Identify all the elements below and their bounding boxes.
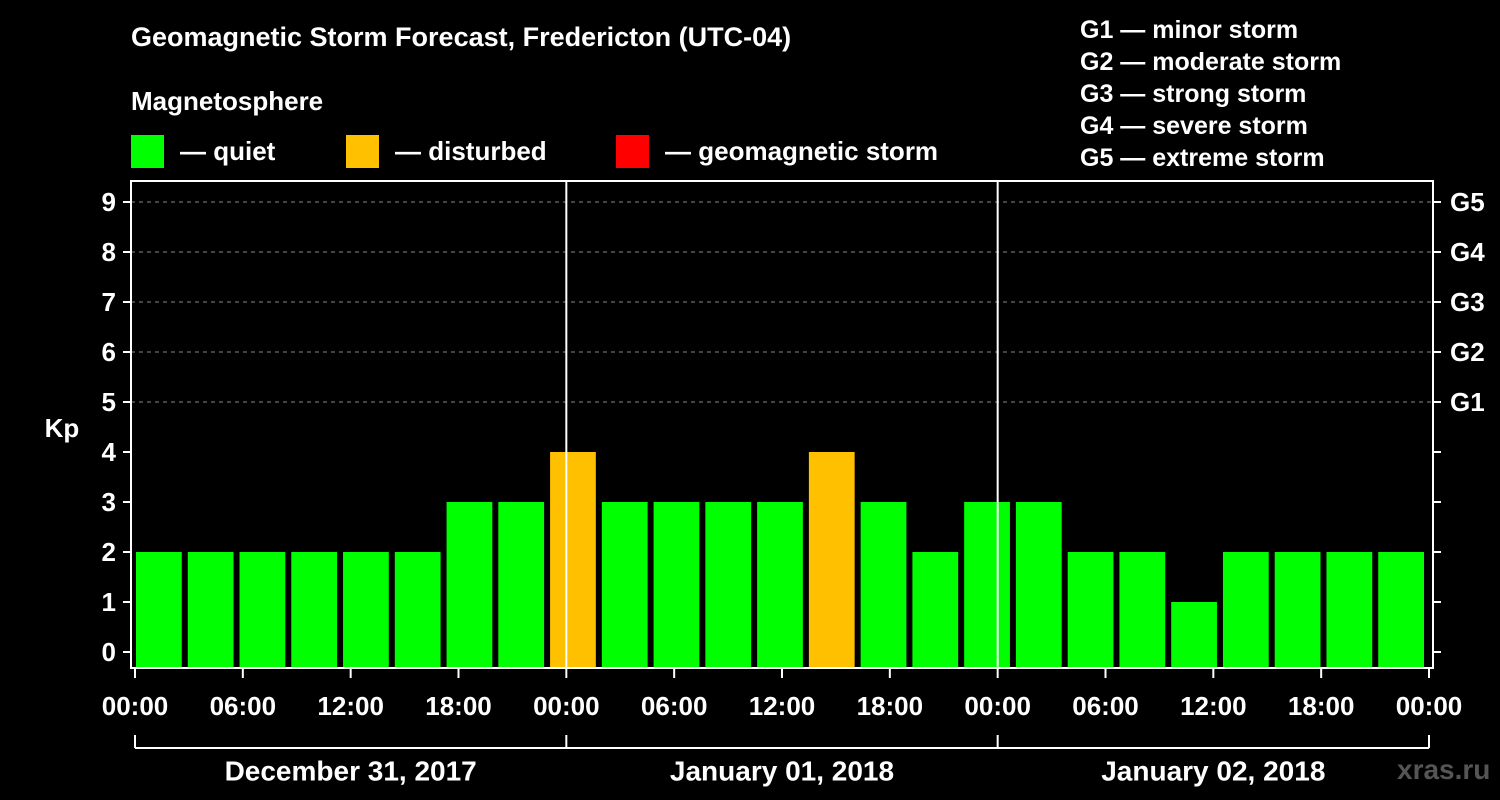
bar-9 <box>601 502 648 668</box>
bar-7 <box>498 502 545 668</box>
day-label-0: December 31, 2017 <box>225 756 477 787</box>
y-tick-label-6: 6 <box>102 337 116 367</box>
x-tick-label-1: 06:00 <box>210 691 277 721</box>
bar-0 <box>136 552 182 668</box>
y-tick-label-9: 9 <box>102 187 116 217</box>
watermark: xras.ru <box>1397 754 1491 785</box>
right-tick-label-g4: G4 <box>1450 237 1485 267</box>
y-tick-label-0: 0 <box>102 637 116 667</box>
storm-level-legend: G1 — minor storm G2 — moderate storm G3 … <box>1080 14 1341 174</box>
day-label-2: January 02, 2018 <box>1101 756 1325 787</box>
bar-15 <box>912 552 959 668</box>
bar-22 <box>1274 552 1321 668</box>
right-tick-label-g5: G5 <box>1450 187 1485 217</box>
legend-swatch-disturbed <box>346 134 379 168</box>
legend-label-storm: — geomagnetic storm <box>665 135 939 166</box>
storm-level-g5: G5 — extreme storm <box>1080 144 1325 172</box>
bar-2 <box>239 552 286 668</box>
x-tick-label-2: 12:00 <box>317 691 384 721</box>
x-tick-label-11: 18:00 <box>1288 691 1355 721</box>
x-tick-label-5: 06:00 <box>641 691 708 721</box>
bar-5 <box>394 552 441 668</box>
storm-level-g2: G2 — moderate storm <box>1080 48 1342 76</box>
y-tick-label-1: 1 <box>102 587 116 617</box>
bar-3 <box>291 552 338 668</box>
legend-swatch-storm <box>616 134 649 168</box>
magnetosphere-label: Magnetosphere <box>131 86 324 116</box>
y-axis-label: Kp <box>45 413 80 443</box>
chart-title: Geomagnetic Storm Forecast, Fredericton … <box>131 22 792 52</box>
x-tick-label-8: 00:00 <box>964 691 1031 721</box>
right-tick-label-g3: G3 <box>1450 287 1485 317</box>
bar-20 <box>1171 602 1217 668</box>
y-tick-label-5: 5 <box>102 387 116 417</box>
storm-level-g4: G4 — severe storm <box>1080 112 1308 140</box>
y-tick-label-3: 3 <box>102 487 116 517</box>
bar-16 <box>964 502 1010 668</box>
x-tick-label-4: 00:00 <box>533 691 600 721</box>
bar-12 <box>757 502 803 668</box>
legend-label-quiet: — quiet <box>180 135 276 166</box>
bar-21 <box>1222 552 1269 668</box>
bar-8 <box>550 452 596 668</box>
x-tick-label-3: 18:00 <box>425 691 492 721</box>
bar-17 <box>1015 502 1062 668</box>
bar-13 <box>808 452 855 668</box>
storm-level-g3: G3 — strong storm <box>1080 80 1307 108</box>
bar-14 <box>860 502 907 668</box>
x-tick-label-12: 00:00 <box>1396 691 1463 721</box>
legend-item-quiet: — quiet <box>131 134 275 168</box>
bar-18 <box>1067 552 1114 668</box>
legend-swatch-quiet <box>131 134 164 168</box>
x-tick-label-7: 18:00 <box>857 691 924 721</box>
bar-6 <box>446 502 493 668</box>
x-tick-label-6: 12:00 <box>749 691 816 721</box>
bar-4 <box>343 552 389 668</box>
bar-10 <box>653 502 700 668</box>
y-tick-label-7: 7 <box>102 287 116 317</box>
bar-11 <box>705 502 752 668</box>
y-tick-label-4: 4 <box>102 437 117 467</box>
bar-24 <box>1378 552 1424 668</box>
right-tick-label-g1: G1 <box>1450 387 1485 417</box>
right-tick-label-g2: G2 <box>1450 337 1485 367</box>
y-tick-label-2: 2 <box>102 537 116 567</box>
x-tick-label-9: 06:00 <box>1072 691 1139 721</box>
bar-19 <box>1119 552 1166 668</box>
bar-23 <box>1326 552 1373 668</box>
y-tick-label-8: 8 <box>102 237 116 267</box>
legend-label-disturbed: — disturbed <box>395 135 547 166</box>
day-label-1: January 01, 2018 <box>670 756 894 787</box>
legend-item-storm: — geomagnetic storm <box>616 134 938 168</box>
legend-item-disturbed: — disturbed <box>346 134 547 168</box>
x-tick-label-0: 00:00 <box>102 691 169 721</box>
x-tick-label-10: 12:00 <box>1180 691 1247 721</box>
storm-level-g1: G1 — minor storm <box>1080 16 1299 44</box>
bar-1 <box>187 552 234 668</box>
